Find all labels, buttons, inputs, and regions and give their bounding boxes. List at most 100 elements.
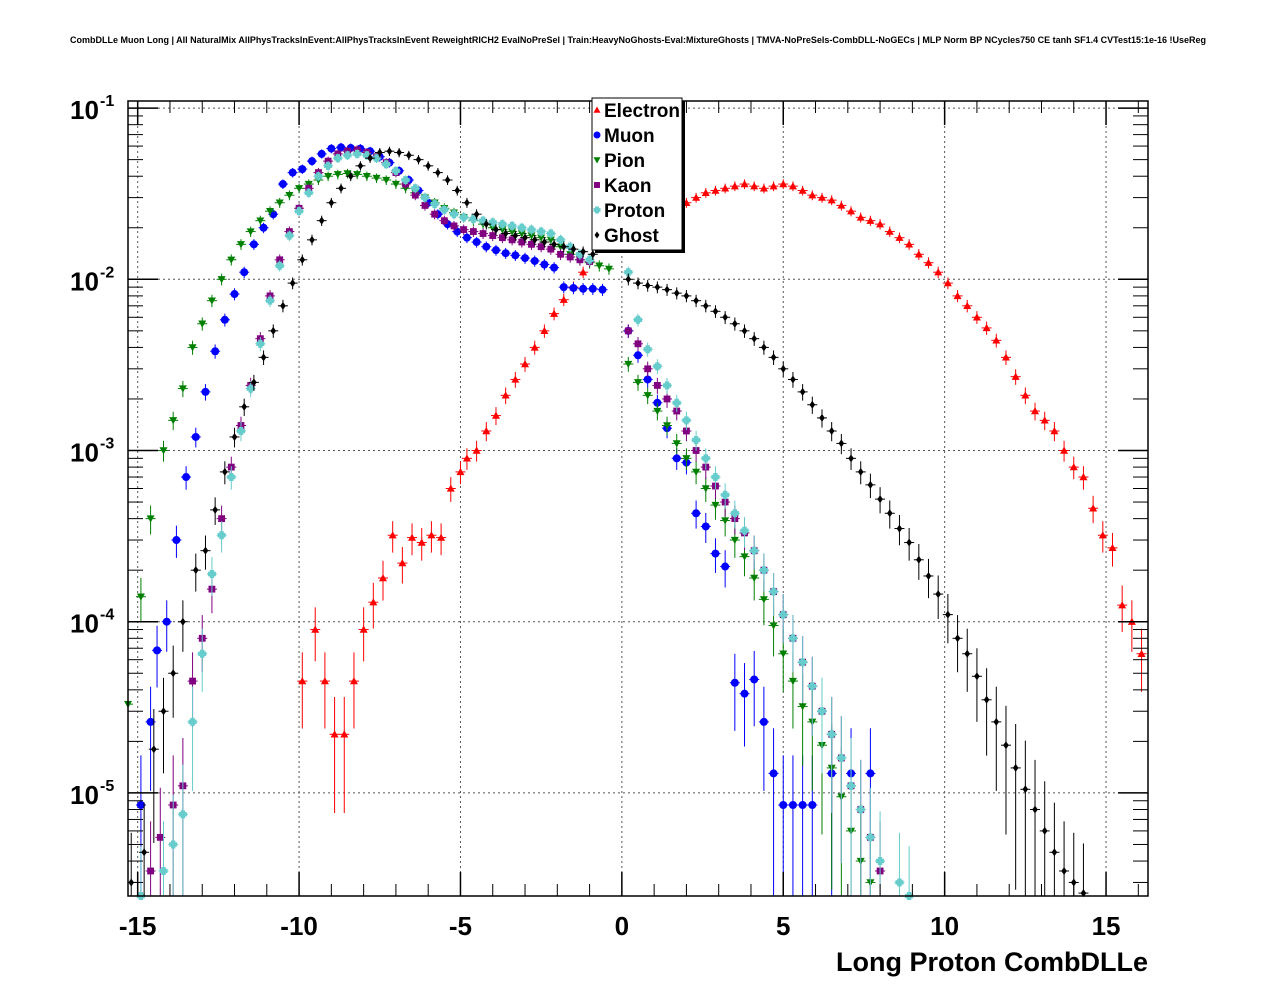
muon-marker	[298, 165, 307, 174]
proton-marker	[372, 154, 381, 163]
y-tick-label: 10 -1	[70, 93, 114, 125]
ghost-marker	[761, 343, 767, 352]
kaon-point	[449, 220, 460, 232]
proton-point	[710, 466, 721, 490]
pion-point	[371, 173, 382, 184]
muon-marker	[182, 473, 191, 482]
proton-marker	[788, 634, 797, 643]
muon-marker	[521, 254, 530, 263]
ghost-marker	[202, 546, 209, 555]
electron-point	[749, 181, 760, 192]
legend-marker-pion	[593, 157, 601, 164]
proton-point	[187, 686, 198, 791]
electron-marker	[992, 336, 1001, 344]
ghost-marker	[993, 717, 1000, 726]
muon-point	[520, 252, 531, 264]
electron-point	[310, 607, 321, 662]
kaon-marker	[218, 515, 226, 523]
muon-point	[529, 255, 540, 267]
y-tick-label: 10 -5	[70, 778, 114, 810]
pion-marker	[721, 517, 730, 525]
ghost-marker	[180, 617, 186, 626]
ghost-marker	[141, 848, 147, 857]
ghost-marker	[386, 147, 393, 156]
proton-marker	[701, 454, 710, 463]
proton-marker	[672, 398, 681, 407]
electron-point	[865, 215, 876, 226]
pion-marker	[798, 703, 807, 711]
electron-marker	[446, 484, 455, 492]
proton-marker	[556, 235, 565, 244]
y-tick-exponent: -5	[100, 778, 114, 795]
ghost-point	[1010, 723, 1021, 890]
electron-point	[378, 560, 388, 601]
electron-marker	[550, 309, 559, 317]
proton-marker	[895, 878, 904, 887]
pion-point	[135, 577, 146, 623]
ghost-marker	[289, 279, 296, 288]
proton-point	[739, 516, 750, 548]
ghost-marker	[464, 198, 470, 207]
muon-point	[210, 344, 221, 359]
electron-point	[1010, 369, 1021, 385]
kaon-marker	[508, 236, 516, 244]
ghost-marker	[483, 220, 490, 229]
legend-label-kaon: Kaon	[604, 176, 652, 197]
kaon-marker	[518, 238, 526, 246]
ghost-point	[981, 668, 992, 756]
electron-marker	[388, 531, 397, 539]
ghost-point	[394, 148, 405, 158]
electron-marker	[559, 295, 568, 303]
ghost-point	[128, 832, 137, 896]
pion-point	[652, 402, 663, 421]
proton-marker	[188, 717, 197, 726]
electron-point	[1068, 456, 1079, 480]
ghost-point	[1000, 705, 1011, 835]
proton-marker	[275, 261, 284, 270]
proton-point	[787, 615, 798, 673]
muon-marker	[153, 646, 162, 655]
electron-point	[426, 521, 437, 553]
kaon-marker	[528, 240, 535, 248]
pion-point	[352, 169, 363, 180]
ghost-point	[1020, 740, 1031, 896]
muon-marker	[220, 315, 229, 324]
pion-point	[700, 477, 711, 502]
ghost-marker	[741, 326, 748, 335]
muon-point	[297, 164, 308, 175]
proton-marker	[304, 188, 313, 197]
pion-marker	[246, 228, 255, 236]
proton-point	[274, 260, 285, 272]
electron-marker	[408, 533, 417, 541]
electron-marker	[905, 240, 914, 248]
muon-point	[729, 653, 740, 731]
y-tick-base: 10	[70, 780, 99, 810]
pion-marker	[498, 226, 507, 234]
electron-marker	[808, 191, 817, 199]
electron-point	[455, 461, 466, 485]
ghost-point	[384, 146, 395, 156]
kaon-marker	[634, 340, 642, 348]
y-tick-exponent: -3	[100, 436, 114, 453]
electron-marker	[982, 323, 991, 332]
electron-marker	[398, 559, 407, 567]
proton-marker	[711, 473, 720, 482]
proton-point	[216, 521, 227, 553]
ghost-point	[374, 148, 385, 158]
pion-point	[197, 317, 208, 331]
ghost-marker	[712, 307, 719, 316]
ghost-point	[894, 514, 905, 546]
ghost-marker	[857, 467, 864, 476]
proton-marker	[847, 781, 856, 790]
x-tick-label: 10	[930, 911, 959, 941]
electron-point	[461, 448, 472, 470]
proton-marker	[391, 166, 400, 175]
ghost-point	[942, 594, 953, 644]
legend-marker-proton	[593, 206, 601, 214]
proton-marker	[769, 587, 778, 596]
kaon-point	[429, 209, 440, 220]
legend-entry-pion: Pion	[593, 151, 645, 172]
ghost-point	[1078, 843, 1089, 898]
electron-marker	[895, 233, 904, 241]
ghost-marker	[170, 669, 176, 678]
